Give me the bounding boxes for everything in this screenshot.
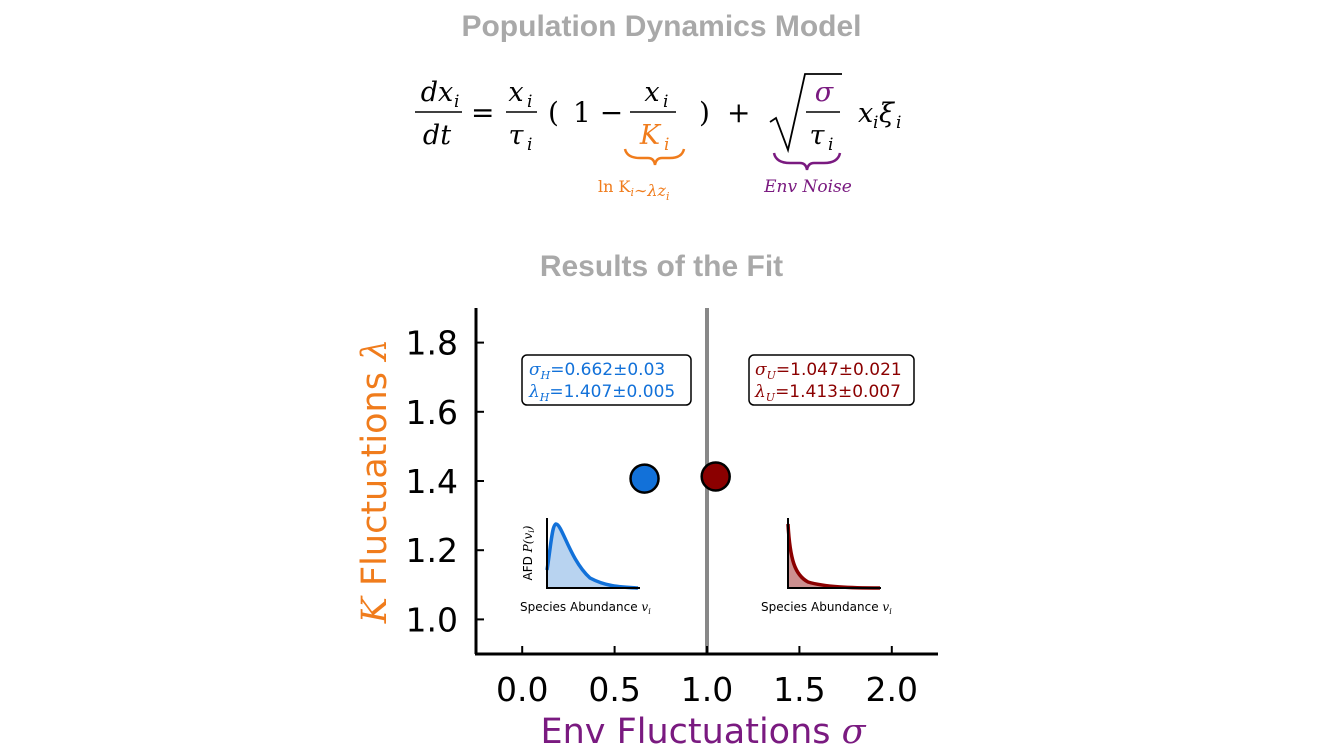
- x-tick-label: 0.0: [496, 670, 548, 709]
- capacity-underbrace: [623, 148, 686, 166]
- annotation-box: [748, 354, 915, 406]
- x-ticks: 0.0 0.5 1.0 1.5 2.0: [496, 646, 918, 709]
- x-tick-label: 2.0: [866, 670, 918, 709]
- noise-underbrace: [772, 152, 842, 171]
- fit-annotation-healthy: σH=0.662±0.03 λH=1.407±0.005: [521, 354, 692, 406]
- x-tick-label: 0.5: [588, 670, 640, 709]
- plus-sign: +: [727, 96, 750, 129]
- y-tick-label: 1.8: [406, 324, 458, 363]
- afd-curve: [786, 523, 881, 590]
- open-paren: (: [548, 96, 559, 129]
- equals-sign: =: [471, 96, 494, 129]
- y-tick-label: 1.6: [406, 393, 458, 432]
- capacity-numerator: x: [644, 77, 659, 108]
- noise-tail-x: x: [858, 98, 873, 129]
- noise-tail-xi-sub: i: [896, 113, 901, 133]
- annotation-line-sigma: σU=1.047±0.021: [755, 360, 902, 382]
- afd-fill: [788, 524, 880, 588]
- capacity-denominator-sub: i: [664, 135, 669, 155]
- fit-annotation-unhealthy: σU=1.047±0.021 λU=1.413±0.007: [748, 354, 915, 406]
- data-points: [629, 461, 731, 494]
- sqrt-symbol: [769, 73, 842, 154]
- x-axis-label: Env Fluctuations σ: [540, 712, 866, 752]
- afd-fill: [547, 524, 638, 588]
- inset-x-label: Species Abundance vi: [520, 600, 651, 616]
- y-tick-label: 1.2: [406, 531, 458, 570]
- model-equation: dx i dt = x i τ i ( 1 − x i K i ) + σ τ …: [415, 73, 901, 203]
- inset-y-label: AFD P(vi): [521, 525, 536, 580]
- point-unhealthy: [700, 461, 731, 492]
- noise-tail-xi: ξ: [879, 98, 895, 129]
- close-paren: ): [699, 96, 710, 129]
- growth-denominator: τ: [509, 120, 525, 151]
- y-tick-label: 1.0: [406, 600, 458, 639]
- point-healthy: [629, 463, 660, 494]
- x-tick-label: 1.0: [681, 670, 733, 709]
- growth-denominator-sub: i: [527, 135, 532, 155]
- growth-numerator-sub: i: [527, 92, 532, 112]
- afd-curve: [545, 522, 639, 590]
- noise-tail-x-sub: i: [873, 113, 878, 133]
- y-axis-label: K Fluctuations λ: [355, 339, 395, 625]
- noise-denominator: τ: [810, 120, 826, 151]
- lhs-numerator-sub: i: [454, 92, 459, 112]
- capacity-denominator: K: [639, 120, 662, 151]
- y-tick-label: 1.4: [406, 462, 458, 501]
- inset-afd-healthy: AFD P(vi) Species Abundance vi: [520, 518, 651, 616]
- lhs-denominator: dt: [423, 120, 451, 151]
- annotation-line-lambda: λU=1.413±0.007: [754, 382, 901, 404]
- one-minus: 1 −: [573, 96, 623, 129]
- x-tick-label: 1.5: [773, 670, 825, 709]
- lhs-numerator: dx: [421, 77, 454, 108]
- annotation-line-sigma: σH=0.662±0.03: [529, 360, 665, 382]
- noise-annotation: Env Noise: [763, 177, 852, 197]
- section-title: Results of the Fit: [539, 250, 784, 283]
- scatter-chart: 0.0 0.5 1.0 1.5 2.0 1.0 1.2 1.4 1.6 1.8 Env Fluc…: [355, 308, 938, 752]
- annotation-box: [521, 354, 692, 406]
- page-title: Population Dynamics Model: [461, 10, 862, 43]
- y-ticks: 1.0 1.2 1.4 1.6 1.8: [406, 324, 484, 639]
- capacity-annotation: ln Ki∼λzi: [598, 177, 670, 203]
- annotation-line-lambda: λH=1.407±0.005: [528, 382, 675, 404]
- inset-x-label: Species Abundance vi: [761, 600, 892, 616]
- growth-numerator: x: [508, 77, 523, 108]
- capacity-numerator-sub: i: [663, 92, 668, 112]
- noise-denominator-sub: i: [828, 135, 833, 155]
- noise-numerator: σ: [815, 77, 835, 108]
- inset-afd-unhealthy: Species Abundance vi: [761, 518, 892, 616]
